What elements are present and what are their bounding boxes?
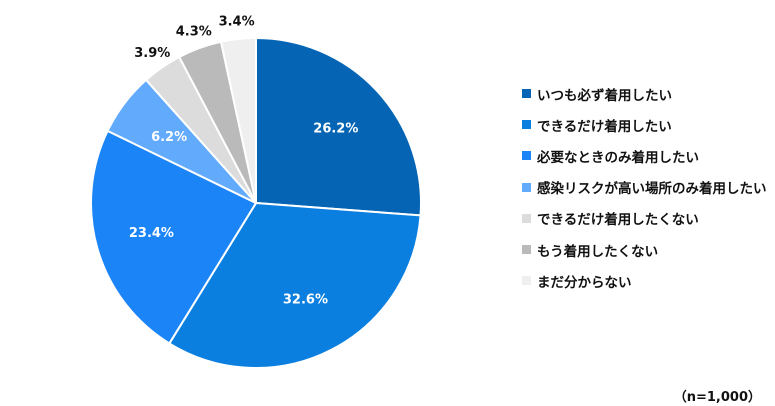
legend-label: もう着用したくない [537,243,659,260]
legend-item: できるだけ着用したくない [522,203,767,234]
data-label: 32.6% [283,293,328,308]
legend-swatch [522,245,531,255]
data-label: 26.2% [313,121,358,136]
legend-swatch [522,89,531,99]
legend-item: できるだけ着用したい [522,109,767,140]
data-label: 3.9% [134,46,170,61]
legend-item: いつも必ず着用したい [522,78,767,109]
legend-label: いつも必ず着用したい [537,87,672,104]
legend-item: 感染リスクが高い場所のみ着用したい [522,172,767,203]
data-label: 23.4% [129,226,174,241]
legend-item: 必要なときのみ着用したい [522,140,767,171]
sample-size-note: （n=1,000） [673,390,761,405]
legend-label: 感染リスクが高い場所のみ着用したい [537,181,767,198]
data-label: 4.3% [176,24,212,39]
legend-item: まだ分からない [522,265,767,296]
data-label: 6.2% [151,130,187,145]
legend-swatch [522,151,531,161]
legend-label: できるだけ着用したくない [537,212,699,229]
legend-item: もう着用したくない [522,234,767,265]
legend-swatch [522,213,531,223]
pie-slice [167,201,422,369]
legend-swatch [522,120,531,130]
data-label: 3.4% [219,15,255,30]
legend: いつも必ず着用したい できるだけ着用したい必要なときのみ着用したい感染リスクが高い… [522,78,767,296]
legend-label: まだ分からない [537,274,632,291]
pie-slice [255,36,422,217]
legend-swatch [522,276,531,286]
legend-label: 必要なときのみ着用したい [537,149,699,166]
legend-label: できるだけ着用したい [537,118,672,135]
legend-swatch [522,182,531,192]
pie-slice [219,36,257,204]
